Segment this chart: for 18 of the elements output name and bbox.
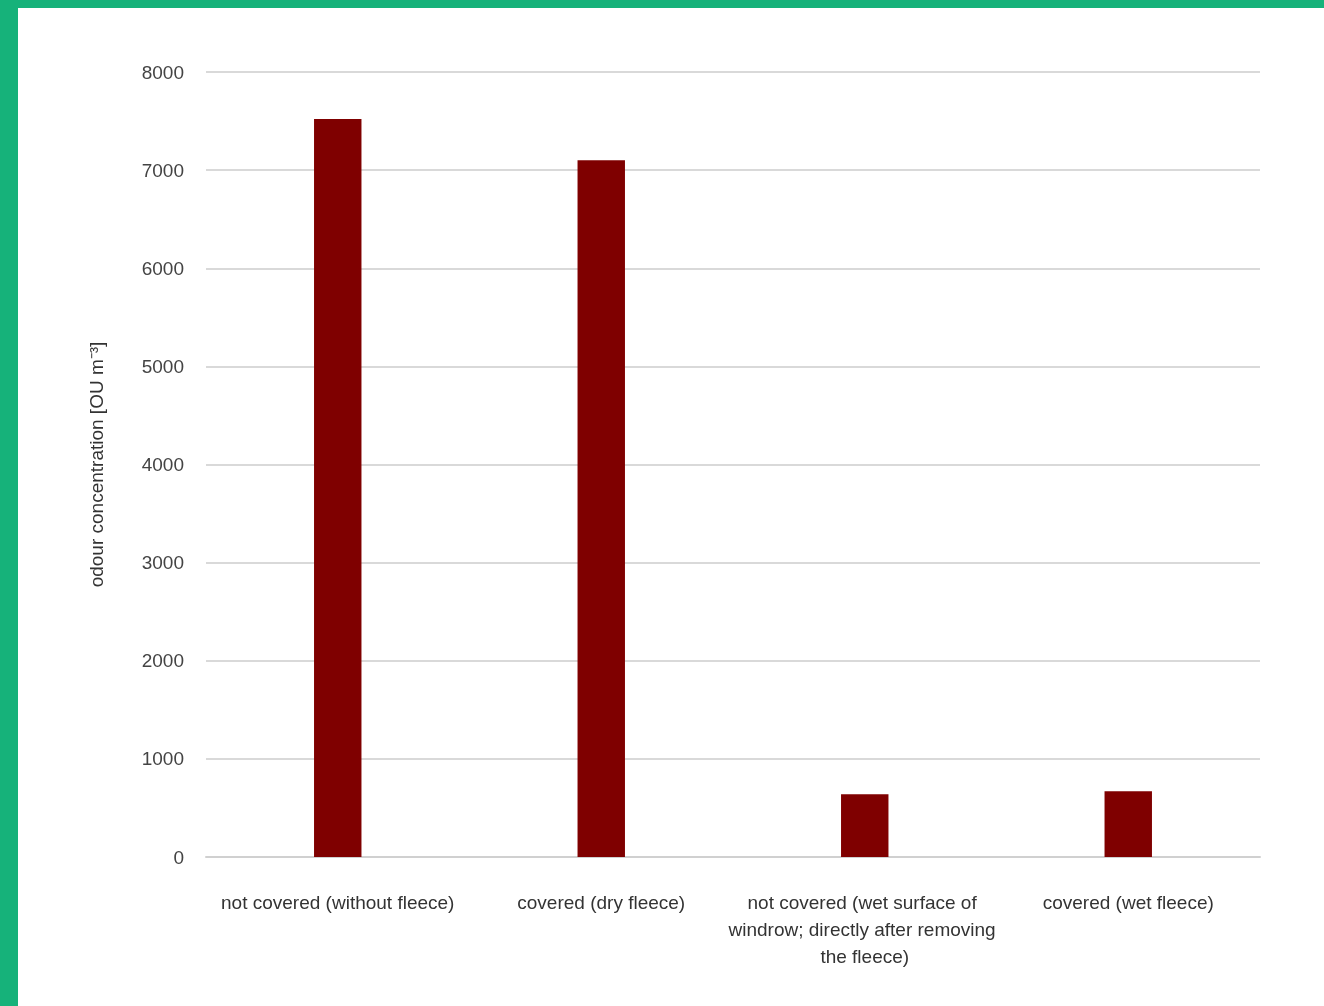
y-tick-label: 6000 — [141, 257, 184, 279]
y-tick-label: 4000 — [141, 454, 184, 475]
y-tick-label: 2000 — [141, 650, 184, 672]
y-tick-label: 7000 — [141, 159, 184, 181]
y-tick-label: 0 — [173, 846, 184, 868]
y-tick-label: 1000 — [141, 748, 184, 770]
x-tick-label: covered (wet fleece) — [1042, 892, 1214, 913]
bar — [1104, 791, 1152, 857]
y-tick-label: 5000 — [141, 355, 184, 377]
x-tick-label: not covered (without fleece) — [221, 892, 455, 913]
bar — [841, 794, 889, 857]
y-tick-label: 8000 — [141, 61, 184, 83]
x-tick-label: covered (dry fleece) — [517, 892, 686, 913]
y-axis-title: odour concentration [OU m⁻³] — [86, 341, 107, 588]
bar — [577, 160, 625, 857]
y-tick-label: 3000 — [141, 552, 184, 574]
bar — [314, 119, 362, 857]
x-tick-label: not covered (wet surface of windrow; directly after removing the fleece) — [727, 892, 1001, 967]
